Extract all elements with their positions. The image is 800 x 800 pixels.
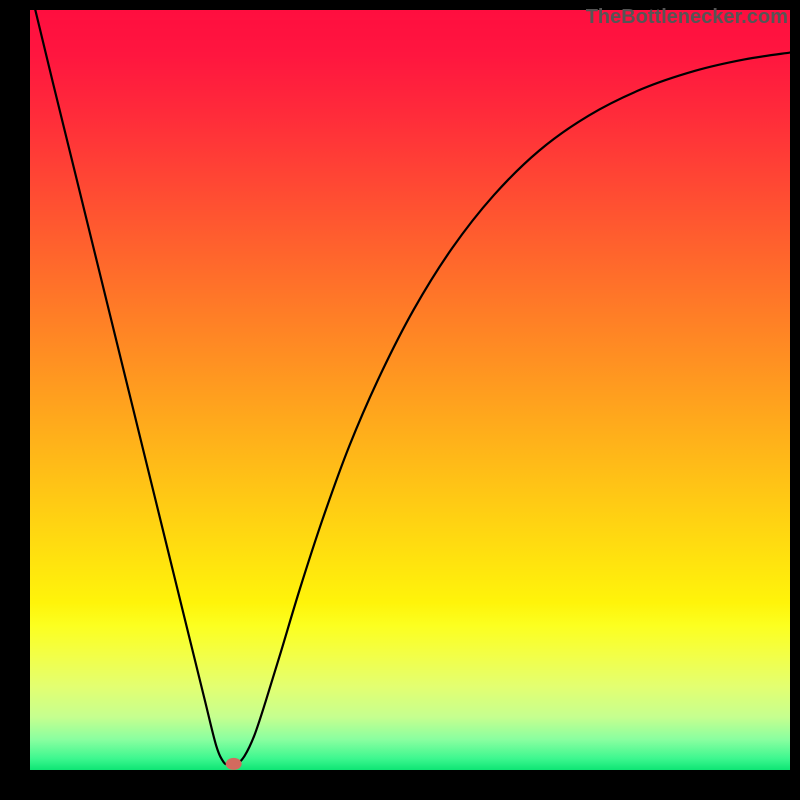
curve-line	[35, 10, 790, 765]
plot-area	[30, 10, 790, 770]
bottleneck-curve	[30, 10, 790, 770]
frame-left	[0, 0, 30, 800]
watermark-text: TheBottlenecker.com	[586, 6, 788, 29]
optimal-point-marker	[226, 758, 242, 770]
frame-bottom	[0, 770, 800, 800]
frame-right	[790, 0, 800, 800]
